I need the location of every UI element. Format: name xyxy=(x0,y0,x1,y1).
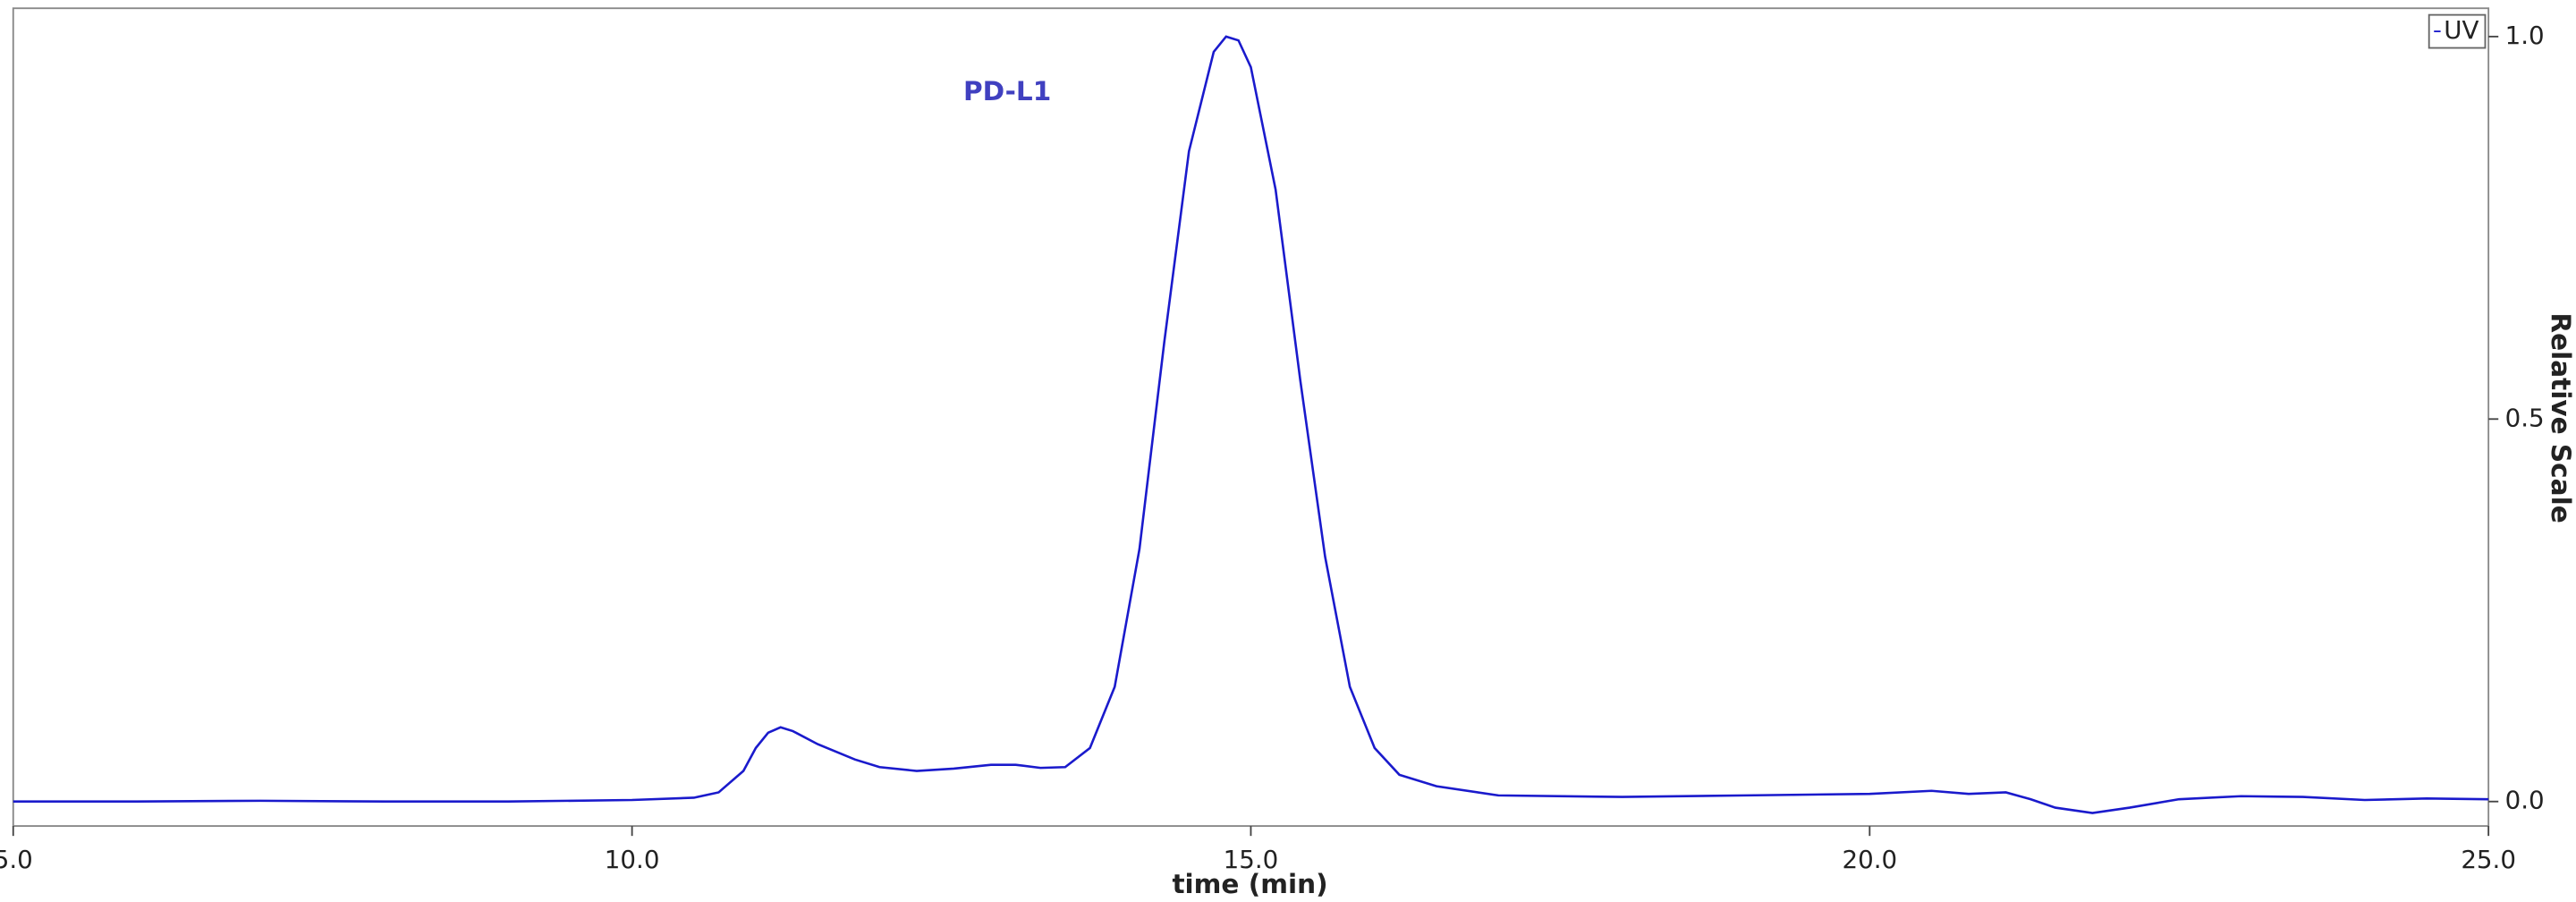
y-tick-label: 0.0 xyxy=(2505,786,2545,815)
x-tick-label: 20.0 xyxy=(1842,845,1897,874)
y-axis-label: Relative Scale xyxy=(2546,312,2576,523)
data-line xyxy=(13,35,2489,814)
y-tick-label: 1.0 xyxy=(2505,21,2545,50)
x-tick-label: 25.0 xyxy=(2461,845,2516,874)
x-tick-label: 10.0 xyxy=(605,845,660,874)
x-tick-label: 15.0 xyxy=(1224,845,1279,874)
annotation: PD-L1 xyxy=(963,76,1051,106)
y-tick-label: 0.5 xyxy=(2505,403,2545,432)
x-tick-label: 5.0 xyxy=(0,845,33,874)
x-axis-label: time (min) xyxy=(1172,869,1327,899)
plot-frame xyxy=(12,7,2490,827)
legend-label: UV xyxy=(2444,15,2479,45)
